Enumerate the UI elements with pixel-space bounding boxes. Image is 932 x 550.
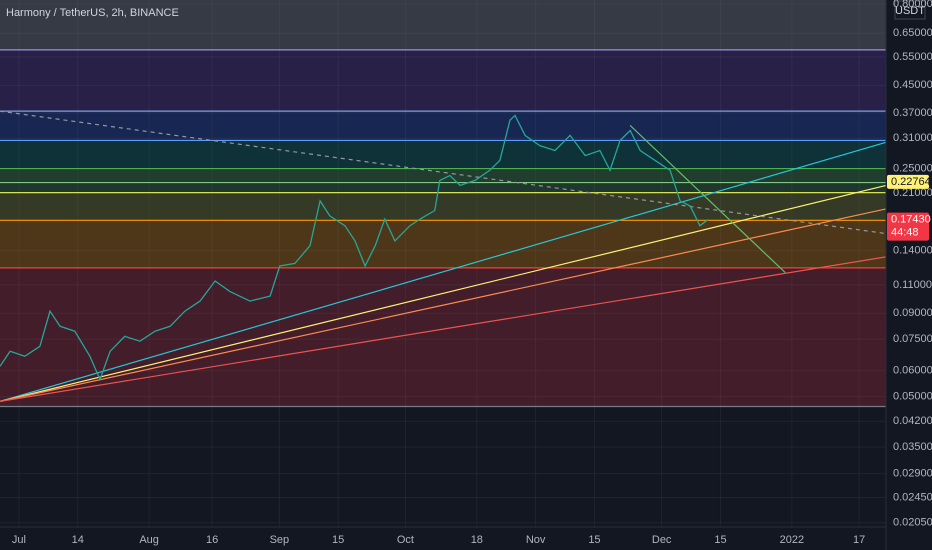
level-band [0,0,886,50]
level-band [0,140,886,169]
x-tick-label: 15 [588,534,600,546]
x-tick-label: Dec [652,534,672,546]
y-tick-label: 0.09000 [893,307,932,319]
y-tick-label: 0.05000 [893,390,932,402]
y-tick-label: 0.03500 [893,441,932,453]
x-tick-label: Sep [270,534,290,546]
level-band [0,220,886,268]
trend-line [0,256,887,403]
price-label: 0.17430 [891,214,931,226]
level-band [0,182,886,193]
trend-line [0,110,887,235]
x-tick-label: 2022 [780,534,804,546]
trend-line [0,141,887,402]
y-tick-label: 0.07500 [893,333,932,345]
x-tick-label: 18 [471,534,483,546]
level-band [0,192,886,221]
chart-title: Harmony / TetherUS, 2h, BINANCE [6,7,179,19]
y-tick-label: 0.80000 [893,0,932,10]
currency: USDT [895,5,925,17]
trend-line [0,208,887,403]
trend-line [0,184,887,402]
y-tick-label: 0.55000 [893,51,932,63]
x-tick-label: 14 [72,534,84,546]
y-tick-label: 0.65000 [893,27,932,39]
x-tick-label: 15 [714,534,726,546]
x-tick-label: Aug [139,534,159,546]
y-tick-label: 0.02450 [893,491,932,503]
y-tick-label: 0.21000 [893,187,932,199]
price-label: 0.22764 [891,176,931,188]
level-band [0,111,886,141]
currency-box [894,0,926,20]
price-label-box [887,212,929,241]
y-tick-label: 0.04200 [893,415,932,427]
x-tick-label: Oct [397,534,414,546]
y-tick-label: 0.02900 [893,468,932,480]
level-band [0,49,886,112]
y-tick-label: 0.31000 [893,132,932,144]
level-band [0,168,886,183]
trend-line [629,125,786,273]
y-tick-label: 0.02050 [893,517,932,529]
y-tick-label: 0.37000 [893,107,932,119]
x-tick-label: 15 [332,534,344,546]
plot-area [0,0,887,527]
x-tick-label: Jul [12,534,26,546]
y-tick-label: 0.14000 [893,245,932,257]
price-line [0,114,709,382]
x-tick-label: Nov [526,534,546,546]
y-tick-label: 0.45000 [893,79,932,91]
x-tick-label: 16 [206,534,218,546]
y-tick-label: 0.06000 [893,365,932,377]
y-tick-label: 0.11000 [893,279,932,291]
y-tick-label: 0.25000 [893,162,932,174]
countdown: 44:48 [891,227,919,239]
price-label-box [887,174,929,189]
x-tick-label: 17 [853,534,865,546]
level-band [0,267,886,407]
